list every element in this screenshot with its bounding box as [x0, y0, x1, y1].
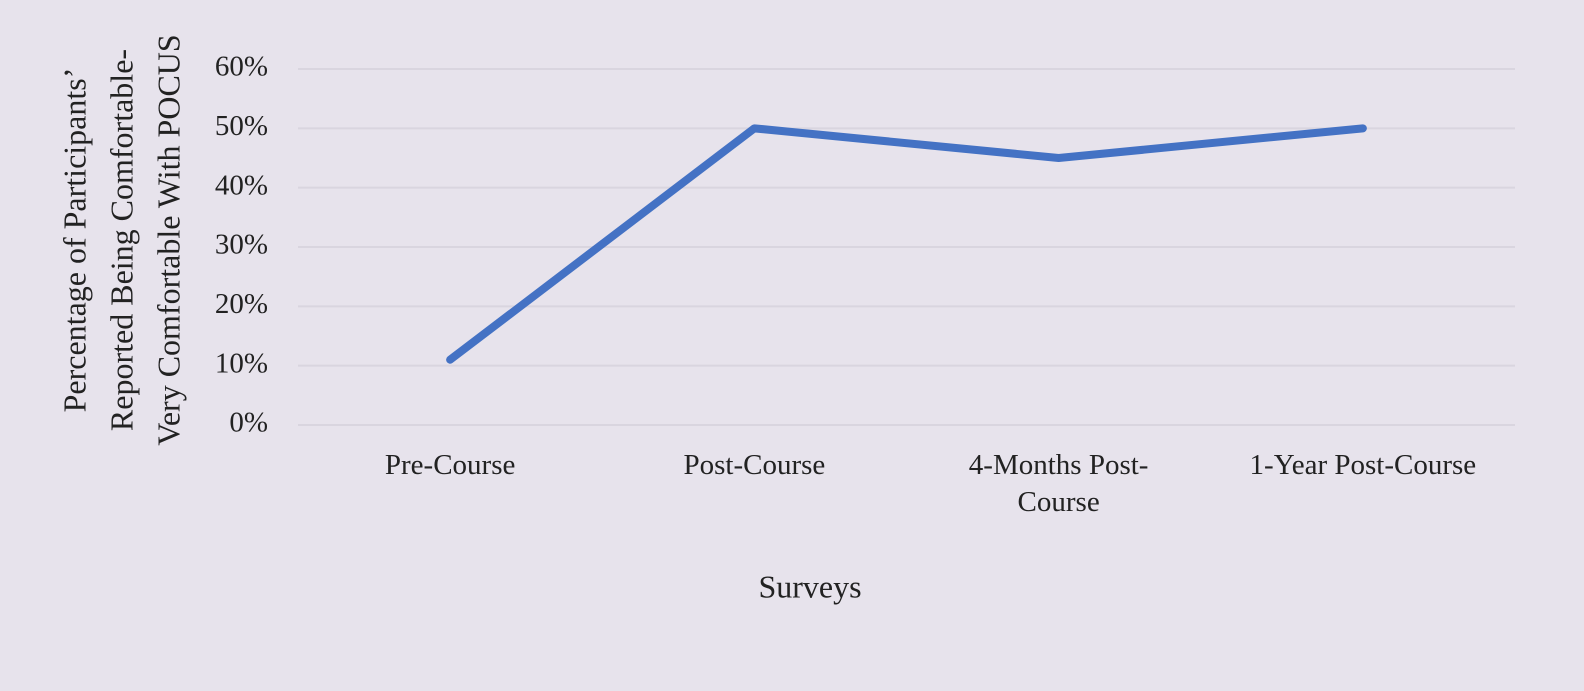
y-axis-title: Percentage of Participants’: [56, 68, 92, 413]
x-tick-label: Post-Course: [683, 449, 826, 481]
data-line: [446, 124, 1367, 364]
y-tick-label: 40%: [215, 169, 268, 201]
y-axis-title: Very Comfortable With POCUS: [150, 34, 186, 445]
x-tick-label: Pre-Course: [384, 449, 516, 481]
y-tick-label: 60%: [215, 51, 268, 83]
y-tick-label: 20%: [215, 288, 268, 320]
y-axis-title: Reported Being Comfortable-: [103, 49, 139, 431]
y-tick-label: 50%: [215, 110, 268, 142]
x-tick-label: 4-Months Post-Course: [968, 449, 1149, 518]
y-tick-label: 0%: [229, 407, 268, 439]
x-tick-label: 1-Year Post-Course: [1249, 449, 1477, 481]
y-tick-label: 10%: [215, 347, 268, 379]
x-axis-title: Surveys: [758, 568, 861, 604]
y-tick-label: 30%: [215, 229, 268, 261]
